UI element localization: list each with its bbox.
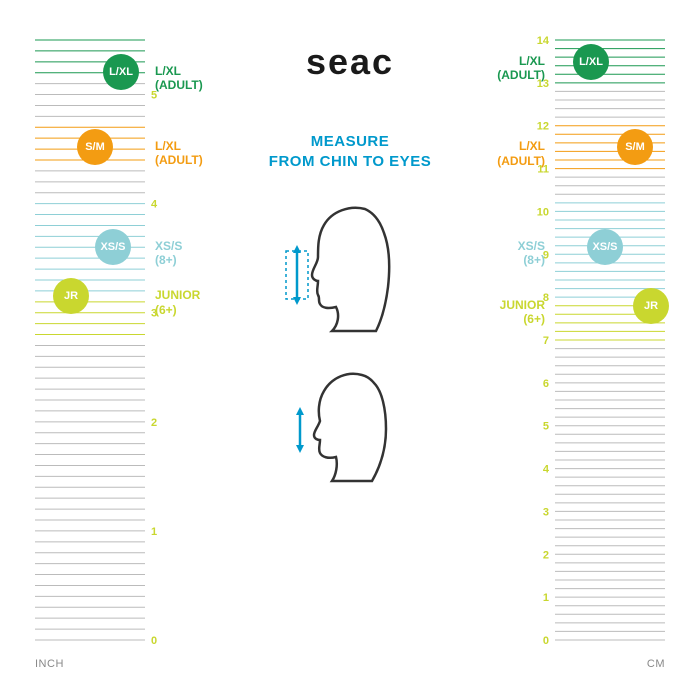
chart-area: 012345 INCH L/XLS/MXS/SJR L/XL (ADULT)L/… [0, 40, 700, 640]
svg-text:7: 7 [543, 335, 549, 347]
head-silhouettes [280, 191, 420, 491]
size-label-xss: XS/S (8+) [518, 239, 545, 268]
svg-text:13: 13 [537, 78, 549, 90]
badge-lxl: L/XL [573, 44, 609, 80]
logo: seac [270, 40, 430, 84]
adult-head-icon [280, 191, 420, 341]
badge-sm: S/M [77, 129, 113, 165]
svg-text:3: 3 [543, 506, 549, 518]
size-label-lxl: L/XL (ADULT) [155, 64, 203, 93]
svg-text:4: 4 [543, 464, 550, 476]
svg-text:0: 0 [543, 635, 549, 647]
labels-left: L/XL (ADULT) L/XL (ADULT) XS/S (8+) JUNIOR … [155, 40, 225, 640]
ruler-inch: 012345 INCH L/XLS/MXS/SJR [35, 40, 145, 640]
size-label-xss: XS/S (8+) [155, 239, 182, 268]
svg-text:2: 2 [543, 549, 549, 561]
ruler-cm: 01234567891011121314 CM L/XLS/MXS/SJR [555, 40, 665, 640]
svg-text:8: 8 [543, 292, 549, 304]
size-label-jr: JUNIOR (6+) [155, 288, 200, 317]
size-label-sm: L/XL (ADULT) [155, 139, 203, 168]
svg-text:10: 10 [537, 206, 549, 218]
svg-text:seac: seac [306, 41, 394, 82]
svg-text:14: 14 [537, 35, 550, 47]
unit-inch: INCH [35, 658, 64, 670]
labels-right: L/XL (ADULT)L/XL (ADULT)XS/S (8+)JUNIOR … [475, 40, 545, 640]
svg-text:9: 9 [543, 249, 549, 261]
svg-text:1: 1 [543, 592, 549, 604]
svg-text:11: 11 [537, 164, 549, 176]
unit-cm: CM [647, 658, 665, 670]
measure-line2: FROM CHIN TO EYES [269, 153, 431, 170]
measure-line1: MEASURE [311, 133, 390, 150]
measure-instruction: MEASURE FROM CHIN TO EYES [269, 132, 431, 171]
svg-text:12: 12 [537, 121, 549, 133]
badge-jr: JR [53, 278, 89, 314]
badge-xss: XS/S [587, 229, 623, 265]
badge-jr: JR [633, 288, 669, 324]
badge-lxl: L/XL [103, 54, 139, 90]
center: seac MEASURE FROM CHIN TO EYES [230, 40, 470, 640]
badge-xss: XS/S [95, 229, 131, 265]
svg-text:5: 5 [543, 421, 549, 433]
svg-text:6: 6 [543, 378, 549, 390]
size-label-jr: JUNIOR (6+) [500, 298, 545, 327]
child-head-icon [290, 361, 410, 491]
